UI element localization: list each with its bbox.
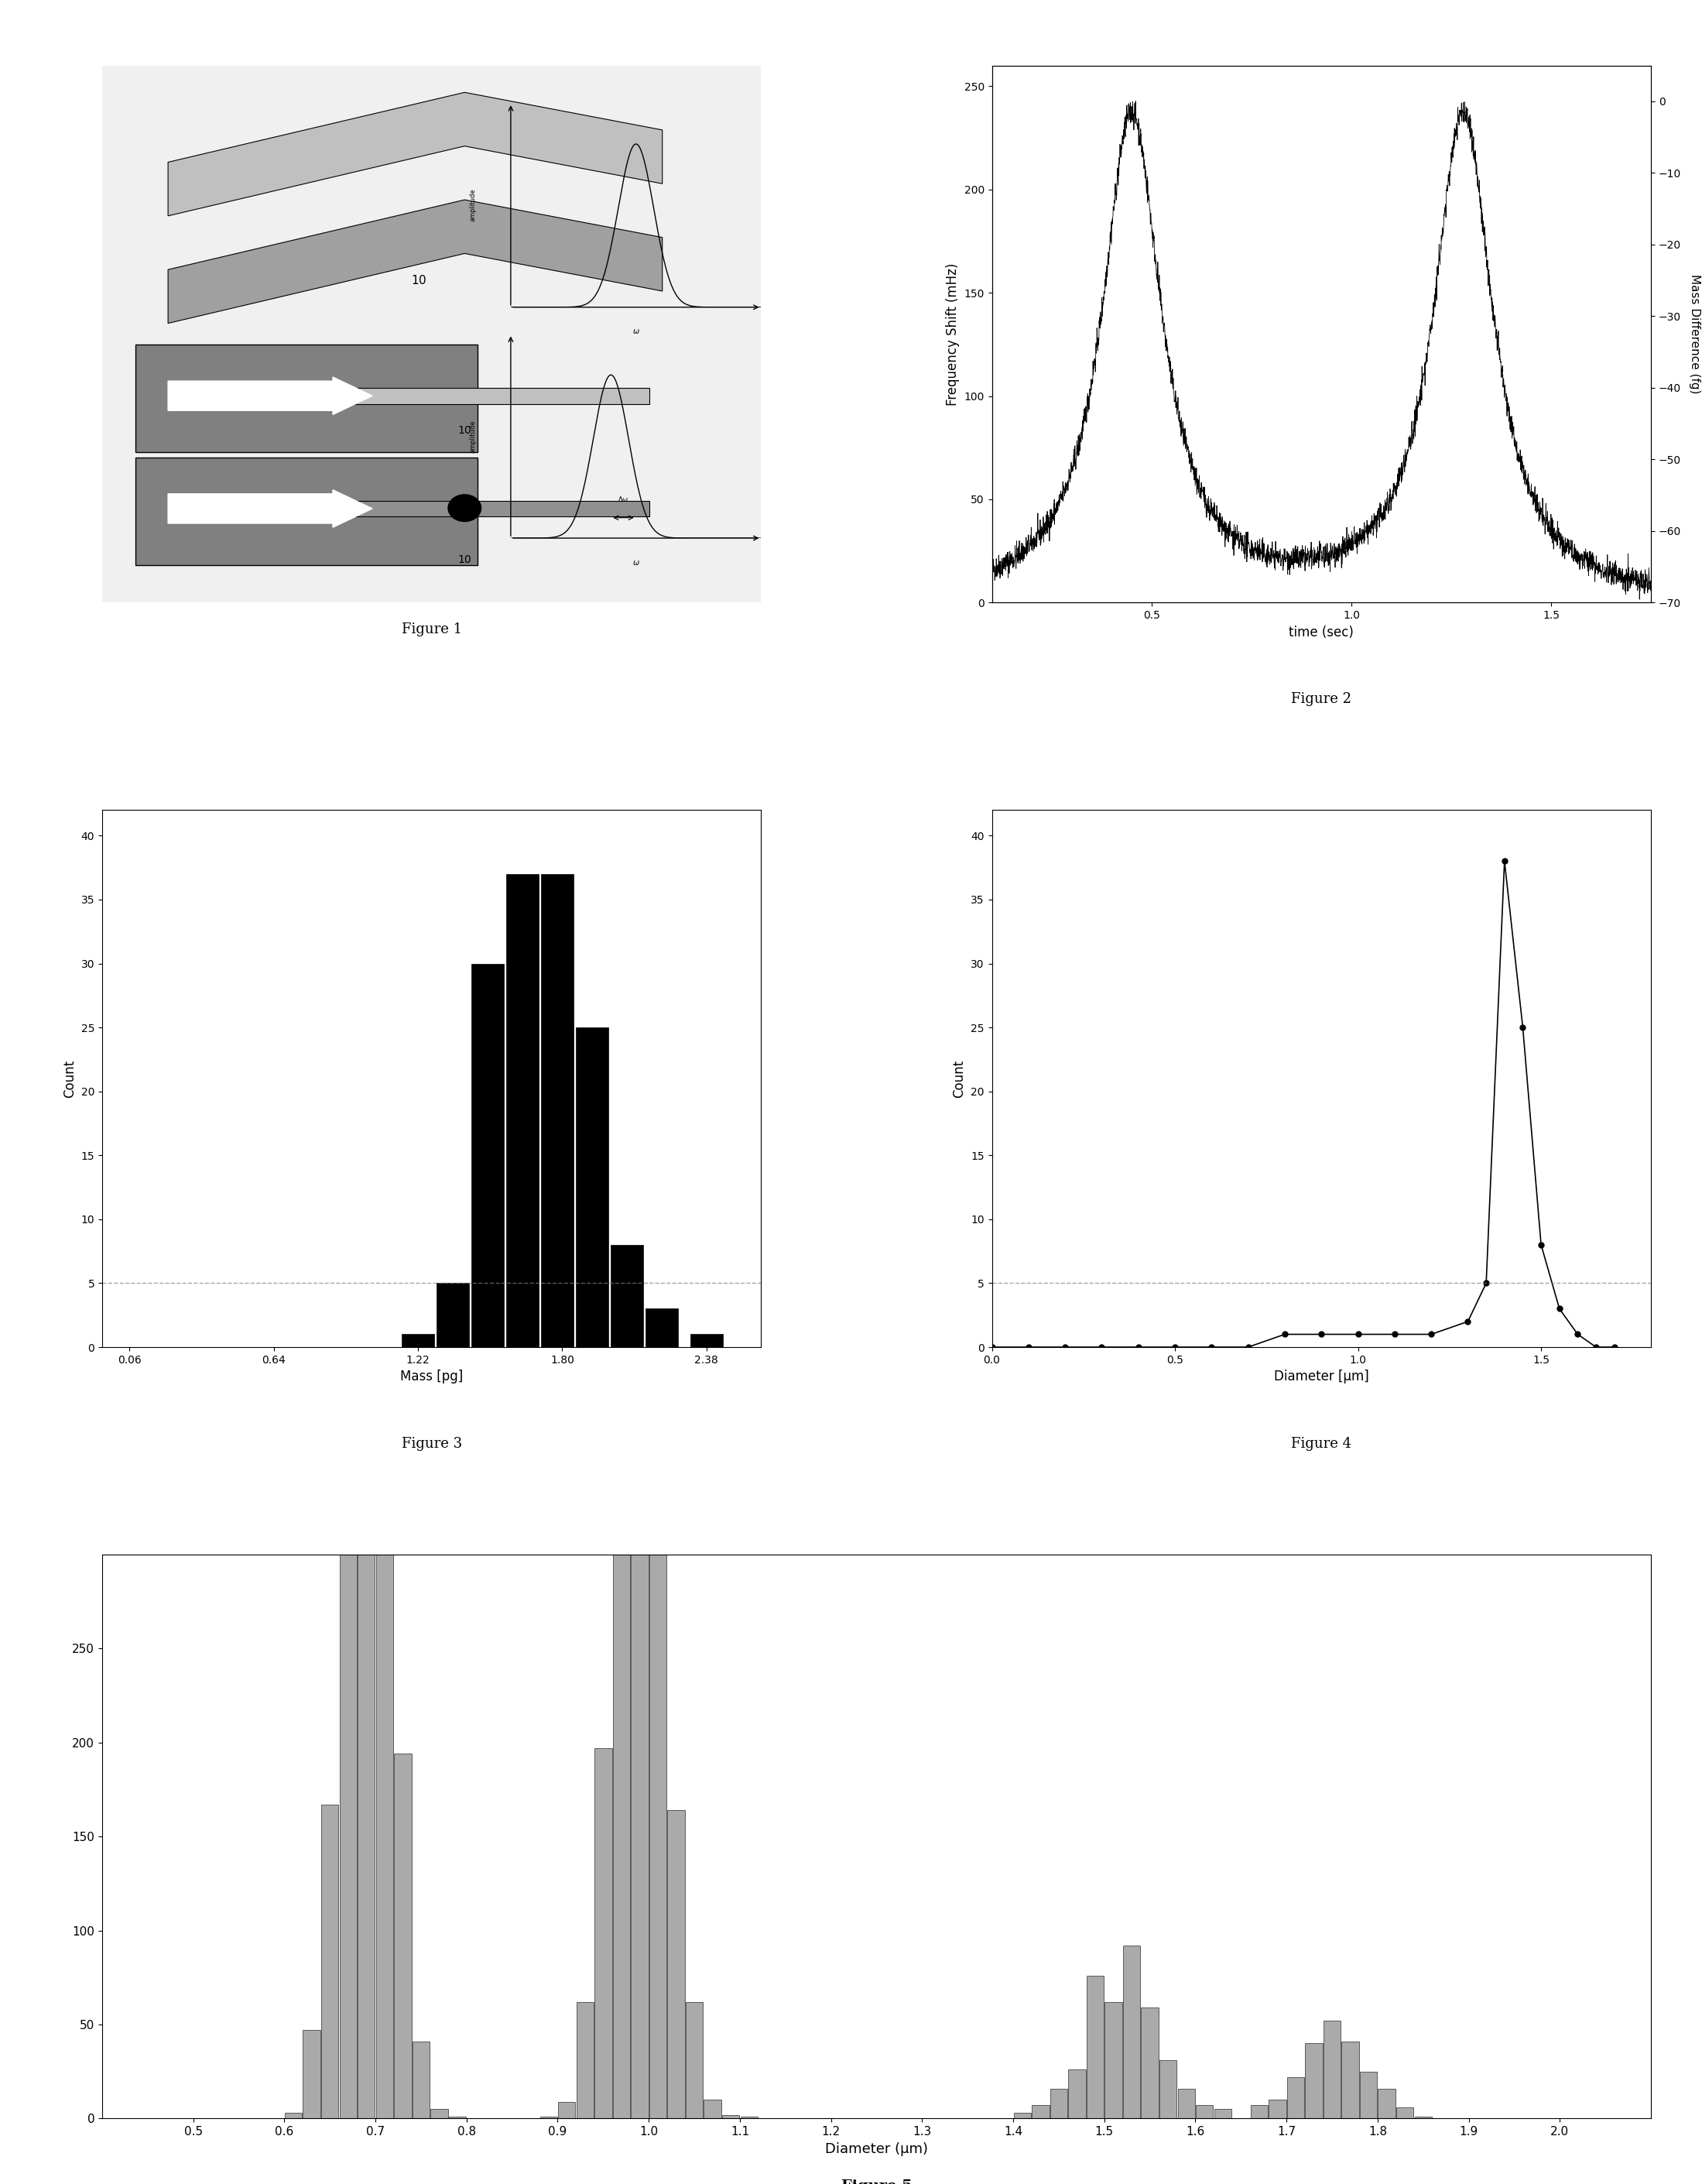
Bar [1324, 2020, 1341, 2118]
FancyArrow shape [168, 489, 373, 526]
Bar [1142, 2007, 1159, 2118]
Bar [1086, 1977, 1105, 2118]
Bar [339, 1278, 357, 2118]
Y-axis label: Mass Difference (fg): Mass Difference (fg) [1688, 275, 1700, 393]
Polygon shape [168, 92, 662, 216]
Bar [1268, 2099, 1287, 2118]
Bar [575, 1026, 608, 1348]
Bar [645, 1308, 677, 1348]
Text: Figure 2: Figure 2 [1292, 692, 1351, 705]
Bar [1197, 2105, 1214, 2118]
Text: Figure 5: Figure 5 [841, 2180, 912, 2184]
Y-axis label: Count: Count [63, 1059, 77, 1099]
Bar [686, 2003, 703, 2118]
Bar [1050, 2088, 1067, 2118]
Bar [1396, 2108, 1414, 2118]
Text: Figure 3: Figure 3 [402, 1437, 461, 1450]
Bar [1251, 2105, 1268, 2118]
Y-axis label: Count: Count [953, 1059, 967, 1099]
Bar [1069, 2070, 1086, 2118]
X-axis label: Diameter [μm]: Diameter [μm] [1273, 1369, 1368, 1385]
Bar [1031, 2105, 1048, 2118]
Bar [1178, 2088, 1195, 2118]
X-axis label: Mass [pg]: Mass [pg] [400, 1369, 463, 1385]
Bar [648, 1479, 667, 2118]
Bar [505, 874, 538, 1348]
Bar [437, 1284, 470, 1348]
Bar [402, 1334, 434, 1348]
Bar [412, 2042, 429, 2118]
Bar [352, 500, 648, 518]
Polygon shape [168, 199, 662, 323]
Bar [303, 2031, 320, 2118]
Bar [594, 1747, 611, 2118]
Bar [376, 1227, 393, 2118]
Bar [1305, 2044, 1322, 2118]
X-axis label: Diameter (μm): Diameter (μm) [825, 2143, 928, 2156]
Bar [1214, 2110, 1231, 2118]
Bar [357, 952, 374, 2118]
Bar [1123, 1946, 1140, 2118]
Text: $\it{10}$: $\it{10}$ [458, 426, 471, 437]
Bar [691, 1334, 723, 1348]
X-axis label: time (sec): time (sec) [1288, 625, 1353, 640]
Bar [541, 874, 574, 1348]
Bar [577, 2003, 594, 2118]
Bar [705, 2099, 722, 2118]
Y-axis label: Frequency Shift (mHz): Frequency Shift (mHz) [946, 262, 960, 406]
Bar [322, 1804, 339, 2118]
Bar [352, 389, 648, 404]
Bar [395, 1754, 412, 2118]
Text: $\it{10}$: $\it{10}$ [458, 555, 471, 566]
Bar [284, 2112, 301, 2118]
Bar [134, 345, 478, 452]
Bar [1105, 2003, 1122, 2118]
Bar [611, 1245, 643, 1348]
Bar [631, 1328, 648, 2118]
Text: Figure 1: Figure 1 [402, 622, 461, 636]
FancyArrow shape [168, 378, 373, 415]
Bar [1014, 2112, 1031, 2118]
Bar [1341, 2042, 1358, 2118]
Text: $\it{10}$: $\it{10}$ [410, 275, 426, 286]
Bar [667, 1811, 684, 2118]
Bar [134, 459, 478, 566]
Circle shape [448, 494, 482, 522]
Text: Figure 4: Figure 4 [1292, 1437, 1351, 1450]
Bar [431, 2110, 448, 2118]
Bar [558, 2101, 575, 2118]
Bar [1287, 2077, 1304, 2118]
Bar [471, 963, 504, 1348]
Bar [1159, 2060, 1176, 2118]
Bar [1379, 2088, 1396, 2118]
Bar [1360, 2070, 1377, 2118]
Bar [722, 2114, 739, 2118]
Bar [613, 1498, 630, 2118]
